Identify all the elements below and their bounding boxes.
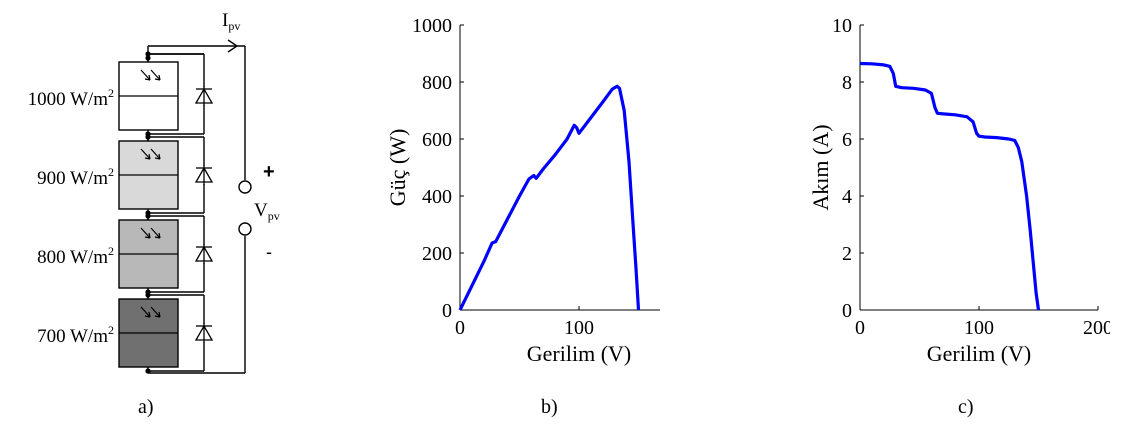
y-tick-label: 1000 xyxy=(412,15,452,37)
y-tick-label: 600 xyxy=(422,129,452,151)
y-tick-label: 8 xyxy=(842,72,852,94)
x-tick-label: 0 xyxy=(455,317,465,339)
irradiance-label: 1000 W/m2 xyxy=(28,86,114,110)
current-arrow-icon xyxy=(227,39,239,53)
y-tick-label: 200 xyxy=(422,243,452,265)
y-axis-label: Güç (W) xyxy=(385,129,410,207)
series-line-0 xyxy=(458,84,641,311)
y-tick-label: 6 xyxy=(842,129,852,151)
x-tick-label: 0 xyxy=(855,317,865,339)
bypass-diode-icon xyxy=(148,53,214,135)
minus-sign: - xyxy=(266,242,272,262)
y-tick-label: 0 xyxy=(442,300,452,322)
bypass-diode-icon xyxy=(148,215,214,293)
caption-c: c) xyxy=(958,396,974,418)
bypass-diode-icon xyxy=(148,136,214,214)
caption-a: a) xyxy=(138,396,154,418)
y-tick-label: 4 xyxy=(842,186,852,208)
pv-panel-900: 900 W/m2 xyxy=(37,134,214,216)
y-tick-label: 400 xyxy=(422,186,452,208)
power-voltage-chart: 020040060080010000100200Gerilim (V)Güç (… xyxy=(385,15,660,366)
pv-panel-700: 700 W/m2 xyxy=(37,292,214,374)
voltage-label: Vpv xyxy=(254,200,280,223)
y-axis-label: Akım (A) xyxy=(808,124,833,210)
x-tick-label: 100 xyxy=(964,317,994,339)
y-tick-label: 10 xyxy=(832,15,852,37)
x-tick-label: 200 xyxy=(1083,317,1110,339)
minus-terminal xyxy=(238,222,252,236)
y-tick-label: 0 xyxy=(842,300,852,322)
x-axis-label: Gerilim (V) xyxy=(527,341,631,366)
irradiance-label: 900 W/m2 xyxy=(37,165,114,189)
series-line-0 xyxy=(859,61,1041,311)
bypass-diode-icon xyxy=(148,294,214,372)
current-label: Ipv xyxy=(222,10,240,33)
irradiance-label: 700 W/m2 xyxy=(37,323,114,347)
plus-terminal xyxy=(238,180,252,194)
pv-panel-1000: 1000 W/m2 xyxy=(28,51,214,137)
irradiance-label: 800 W/m2 xyxy=(37,244,114,268)
x-axis-label: Gerilim (V) xyxy=(927,341,1031,366)
pv-panel-800: 800 W/m2 xyxy=(37,213,214,295)
y-tick-label: 800 xyxy=(422,72,452,94)
caption-b: b) xyxy=(541,396,558,418)
plus-sign: + xyxy=(263,161,275,183)
y-tick-label: 2 xyxy=(842,243,852,265)
x-tick-label: 100 xyxy=(564,317,594,339)
